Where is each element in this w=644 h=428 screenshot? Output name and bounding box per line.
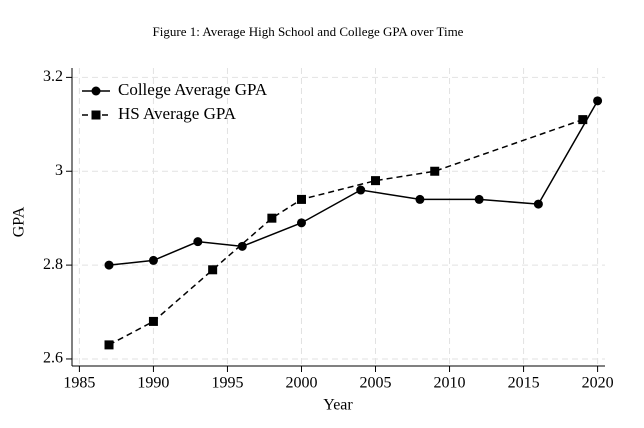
x-axis-label: Year: [323, 397, 353, 414]
x-tick-label: 2015: [508, 375, 540, 392]
legend-label: College Average GPA: [118, 80, 268, 99]
x-tick-label: 2005: [360, 375, 392, 392]
legend-marker: [91, 86, 101, 96]
data-point: [104, 340, 114, 350]
data-point: [296, 194, 306, 204]
data-point: [356, 185, 366, 195]
data-point: [593, 96, 603, 106]
y-tick-label: 3.2: [43, 68, 63, 85]
y-axis-label: GPA: [11, 206, 28, 237]
data-point: [578, 115, 588, 125]
data-point: [104, 260, 114, 270]
y-tick-label: 2.8: [43, 256, 63, 273]
x-tick-label: 1995: [211, 375, 243, 392]
series-line: [108, 118, 584, 346]
legend-marker: [91, 110, 101, 120]
data-point: [474, 194, 484, 204]
data-point: [371, 176, 381, 186]
series-line: [108, 100, 599, 266]
x-tick-label: 2000: [285, 375, 317, 392]
x-tick-label: 2010: [434, 375, 466, 392]
data-point: [148, 255, 158, 265]
legend-label: HS Average GPA: [118, 104, 237, 123]
data-point: [430, 166, 440, 176]
data-point: [193, 237, 203, 247]
data-point: [415, 194, 425, 204]
data-point: [533, 199, 543, 209]
y-tick-label: 3: [55, 162, 63, 179]
data-point: [237, 241, 247, 251]
x-tick-label: 1990: [137, 375, 169, 392]
data-point: [148, 316, 158, 326]
data-point: [296, 218, 306, 228]
y-tick-label: 2.6: [43, 350, 63, 367]
data-point: [208, 265, 218, 275]
x-tick-label: 2020: [582, 375, 614, 392]
data-point: [267, 213, 277, 223]
x-tick-label: 1985: [63, 375, 95, 392]
chart-title: Figure 1: Average High School and Colleg…: [153, 24, 464, 39]
